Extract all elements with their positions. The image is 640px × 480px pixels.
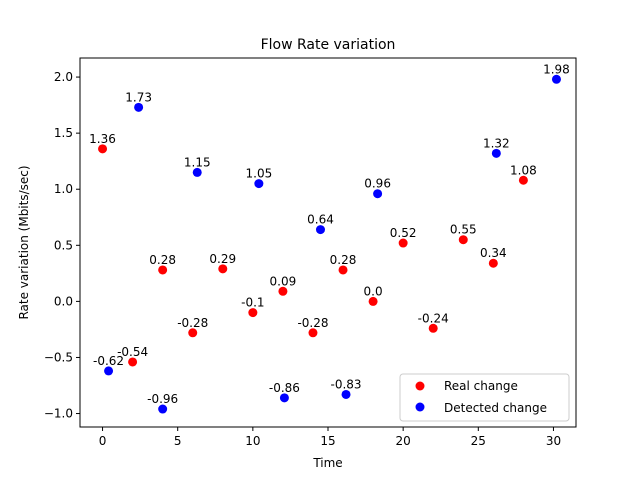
data-point-real-change <box>368 296 378 306</box>
legend-box <box>399 373 570 422</box>
chart-title: Flow Rate variation <box>261 37 396 53</box>
data-point-real-change <box>218 264 228 274</box>
data-point-real-change <box>188 328 198 338</box>
y-tick-label: 2.0 <box>54 70 73 84</box>
data-label-real-change: 0.0 <box>364 284 383 298</box>
x-tick-label: 25 <box>471 434 486 448</box>
data-label-real-change: 0.28 <box>149 253 176 267</box>
y-tick-label: 1.0 <box>54 182 73 196</box>
data-point-detected-change <box>341 389 351 399</box>
x-tick-label: 0 <box>99 434 107 448</box>
data-point-real-change <box>458 235 468 245</box>
data-point-real-change <box>248 308 258 318</box>
data-point-detected-change <box>104 366 114 376</box>
data-point-real-change <box>428 323 438 333</box>
data-label-detected-change: 1.32 <box>483 136 510 150</box>
y-tick-label: 1.5 <box>54 126 73 140</box>
data-label-real-change: -0.28 <box>177 316 208 330</box>
data-label-real-change: 1.08 <box>510 163 537 177</box>
data-label-detected-change: 1.73 <box>125 90 152 104</box>
data-point-real-change <box>158 265 168 275</box>
x-tick-label: 5 <box>174 434 182 448</box>
data-label-detected-change: -0.62 <box>93 354 124 368</box>
data-label-real-change: 0.28 <box>330 253 357 267</box>
x-tick-label: 30 <box>546 434 561 448</box>
data-label-detected-change: 0.96 <box>364 177 391 191</box>
data-point-real-change <box>488 258 498 268</box>
data-point-detected-change <box>491 148 501 158</box>
legend: Real change Detected change <box>399 373 570 422</box>
data-label-real-change: -0.54 <box>117 345 148 359</box>
data-label-real-change: 0.52 <box>390 226 417 240</box>
data-point-detected-change <box>158 404 168 414</box>
data-point-detected-change <box>134 102 144 112</box>
data-point-real-change <box>128 357 138 367</box>
data-label-detected-change: 1.98 <box>543 62 570 76</box>
x-axis-title: Time <box>312 456 342 470</box>
data-label-real-change: -0.24 <box>418 311 449 325</box>
legend-marker-real-change <box>415 381 425 391</box>
data-label-detected-change: -0.96 <box>147 392 178 406</box>
data-point-real-change <box>308 328 318 338</box>
data-label-real-change: 0.09 <box>270 274 297 288</box>
data-point-real-change <box>518 175 528 185</box>
data-point-detected-change <box>279 393 289 403</box>
data-label-detected-change: 0.64 <box>307 213 334 227</box>
y-tick-label: −0.5 <box>44 350 73 364</box>
data-point-detected-change <box>373 189 383 199</box>
x-tick-label: 10 <box>245 434 260 448</box>
legend-label-detected-change: Detected change <box>444 401 547 415</box>
data-point-real-change <box>278 286 288 296</box>
data-point-detected-change <box>254 179 264 189</box>
data-point-detected-change <box>315 225 325 235</box>
x-tick-label: 15 <box>320 434 335 448</box>
data-label-real-change: 0.34 <box>480 246 507 260</box>
y-axis-title: Rate variation (Mbits/sec) <box>17 165 31 319</box>
data-label-real-change: -0.28 <box>297 316 328 330</box>
data-label-detected-change: 1.05 <box>246 167 273 181</box>
legend-label-real-change: Real change <box>444 379 518 393</box>
x-tick-label: 20 <box>396 434 411 448</box>
data-point-detected-change <box>192 167 202 177</box>
data-label-real-change: -0.1 <box>241 296 264 310</box>
data-point-real-change <box>98 144 108 154</box>
data-point-real-change <box>398 238 408 248</box>
plot-frame <box>79 57 577 428</box>
data-point-detected-change <box>551 74 561 84</box>
data-point-real-change <box>338 265 348 275</box>
legend-marker-detected-change <box>415 402 425 412</box>
y-tick-label: 0.5 <box>54 238 73 252</box>
data-label-detected-change: -0.86 <box>269 381 300 395</box>
data-label-real-change: 0.55 <box>450 223 477 237</box>
plot-area: 0 5 10 15 20 25 30 −1.0 −0.5 0.0 0.5 1.0 1.5 2.0 1.36 -… <box>44 62 570 448</box>
data-label-real-change: 1.36 <box>89 132 116 146</box>
data-label-detected-change: 1.15 <box>184 155 211 169</box>
y-tick-label: −1.0 <box>44 407 73 421</box>
y-tick-label: 0.0 <box>54 294 73 308</box>
data-label-real-change: 0.29 <box>209 252 236 266</box>
data-label-detected-change: -0.83 <box>331 377 362 391</box>
